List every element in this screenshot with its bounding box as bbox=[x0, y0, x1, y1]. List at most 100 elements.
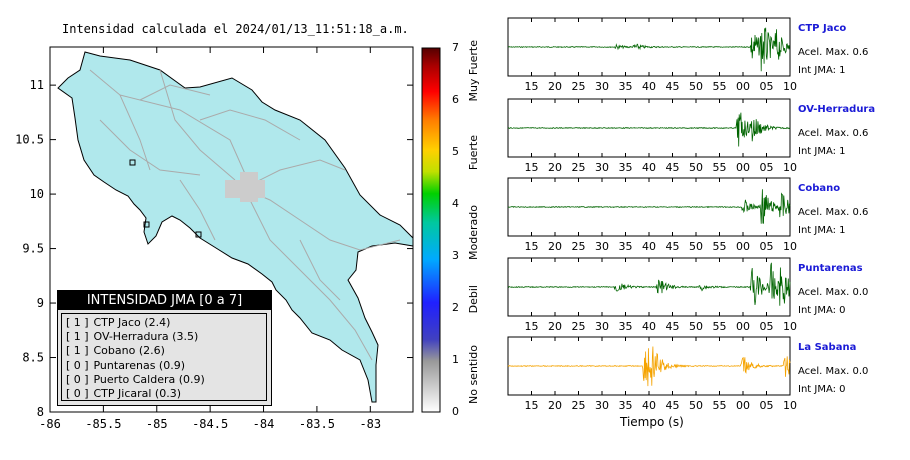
legend-entry-level: [ 1 ] bbox=[66, 344, 89, 358]
colorbar-tick-label: 6 bbox=[452, 93, 459, 106]
station-max-acceleration: Acel. Max. 0.0 bbox=[798, 366, 869, 377]
waveform-x-tick-label: 10 bbox=[783, 161, 797, 174]
station-name: CTP Jaco bbox=[798, 23, 847, 34]
waveform-trace bbox=[507, 346, 791, 387]
waveform-x-tick-label: 40 bbox=[642, 320, 656, 333]
waveform-x-tick-label: 25 bbox=[572, 80, 586, 93]
waveform-x-tick-label: 50 bbox=[689, 80, 703, 93]
waveform-x-tick-label: 10 bbox=[783, 399, 797, 412]
waveform-x-tick-label: 45 bbox=[666, 161, 680, 174]
station-name: Puntarenas bbox=[798, 263, 863, 274]
waveform-trace bbox=[508, 27, 791, 72]
waveform-x-tick-label: 20 bbox=[548, 240, 562, 253]
map-y-tick-label: 11 bbox=[30, 78, 44, 92]
waveform-x-tick-label: 45 bbox=[666, 399, 680, 412]
waveform-x-tick-label: 50 bbox=[689, 399, 703, 412]
waveform-x-tick-label: 35 bbox=[619, 80, 633, 93]
station-name: La Sabana bbox=[798, 342, 857, 353]
waveform-x-tick-label: 55 bbox=[713, 161, 727, 174]
legend-title: INTENSIDAD JMA [0 a 7] bbox=[58, 291, 271, 310]
map-y-tick-label: 10.5 bbox=[15, 133, 44, 147]
waveform-x-tick-label: 25 bbox=[572, 320, 586, 333]
waveform-x-tick-label: 50 bbox=[689, 320, 703, 333]
waveform-x-tick-label: 35 bbox=[619, 161, 633, 174]
station-jma-intensity: Int JMA: 0 bbox=[798, 305, 846, 316]
map-x-tick-label: -85 bbox=[146, 417, 168, 431]
waveform-x-tick-label: 05 bbox=[760, 240, 774, 253]
waveform-x-tick-label: 45 bbox=[666, 240, 680, 253]
waveform-x-tick-label: 35 bbox=[619, 240, 633, 253]
map-station-markers bbox=[129, 159, 202, 238]
legend-entry-level: [ 1 ] bbox=[66, 330, 89, 344]
waveform-x-tick-label: 55 bbox=[713, 240, 727, 253]
waveform-x-tick-label: 00 bbox=[736, 161, 750, 174]
waveform-x-tick-label: 40 bbox=[642, 399, 656, 412]
waveform-x-tick-label: 25 bbox=[572, 240, 586, 253]
waveform-x-tick-label: 30 bbox=[595, 240, 609, 253]
waveform-x-tick-label: 35 bbox=[619, 399, 633, 412]
legend-entry-label: CTP Jicaral (0.3) bbox=[90, 387, 182, 401]
map-y-tick-label: 8 bbox=[37, 405, 44, 419]
station-jma-intensity: Int JMA: 1 bbox=[798, 146, 846, 157]
waveform-x-tick-label: 15 bbox=[525, 161, 539, 174]
scale-category-no-sentido: No sentido bbox=[467, 345, 480, 405]
map-x-tick-label: -84 bbox=[253, 417, 275, 431]
waveform-x-tick-label: 00 bbox=[736, 320, 750, 333]
waveform-x-tick-label: 20 bbox=[548, 161, 562, 174]
colorbar-tick-label: 2 bbox=[452, 301, 459, 314]
legend-entry-level: [ 1 ] bbox=[66, 316, 89, 329]
waveform-x-tick-label: 05 bbox=[760, 80, 774, 93]
waveform-x-tick-label: 40 bbox=[642, 161, 656, 174]
waveform-x-tick-label: 05 bbox=[760, 320, 774, 333]
legend-entry: [ 0 ] CTP Jicaral (0.3) bbox=[66, 387, 262, 401]
waveform-trace bbox=[508, 112, 791, 147]
waveform-x-tick-label: 30 bbox=[595, 320, 609, 333]
waveform-x-tick-label: 30 bbox=[595, 80, 609, 93]
legend-entry-label: CTP Jaco (2.4) bbox=[90, 316, 171, 329]
colorbar-tick-label: 0 bbox=[452, 405, 459, 418]
waveform-x-tick-label: 50 bbox=[689, 240, 703, 253]
legend-entry-label: Cobano (2.6) bbox=[90, 344, 165, 358]
station-max-acceleration: Acel. Max. 0.6 bbox=[798, 128, 869, 139]
map-y-axis: 8 8.5 9 9.5 10 10.5 11 bbox=[15, 78, 413, 419]
station-name: Cobano bbox=[798, 183, 841, 194]
waveform-x-tick-label: 30 bbox=[595, 161, 609, 174]
station-max-acceleration: Acel. Max. 0.6 bbox=[798, 207, 869, 218]
legend-entry-level: [ 0 ] bbox=[66, 372, 89, 386]
legend-entry: [ 1 ] Cobano (2.6) bbox=[66, 344, 262, 358]
waveform-x-tick-label: 50 bbox=[689, 161, 703, 174]
waveform-x-tick-label: 25 bbox=[572, 161, 586, 174]
station-jma-intensity: Int JMA: 1 bbox=[798, 65, 846, 76]
colorbar-tick-label: 4 bbox=[452, 197, 459, 210]
legend-entry-level: [ 0 ] bbox=[66, 358, 89, 372]
legend-entry-label: Puntarenas (0.9) bbox=[90, 358, 185, 372]
map-x-tick-label: -85.5 bbox=[85, 417, 121, 431]
station-max-acceleration: Acel. Max. 0.0 bbox=[798, 287, 869, 298]
station-max-acceleration: Acel. Max. 0.6 bbox=[798, 47, 869, 58]
colorbar-tick-label: 5 bbox=[452, 145, 459, 158]
intensity-colorbar bbox=[421, 47, 441, 413]
legend-entry-label: Puerto Caldera (0.9) bbox=[90, 372, 205, 386]
waveform-x-tick-label: 55 bbox=[713, 320, 727, 333]
waveform-x-tick-label: 40 bbox=[642, 240, 656, 253]
station-name: OV-Herradura bbox=[798, 104, 876, 115]
map-x-tick-label: -86 bbox=[39, 417, 61, 431]
map-y-tick-label: 10 bbox=[30, 187, 44, 201]
colorbar-tick-label: 3 bbox=[452, 249, 459, 262]
waveform-x-label: Tiempo (s) bbox=[620, 415, 684, 429]
waveform-trace bbox=[507, 189, 791, 224]
waveform-x-tick-label: 30 bbox=[595, 399, 609, 412]
waveform-x-tick-label: 35 bbox=[619, 320, 633, 333]
waveform-trace bbox=[507, 262, 791, 306]
waveform-x-tick-label: 25 bbox=[572, 399, 586, 412]
waveform-x-tick-label: 40 bbox=[642, 80, 656, 93]
scale-category-muy-fuerte: Muy Fuerte bbox=[467, 40, 480, 102]
map-x-tick-label: -83.5 bbox=[299, 417, 335, 431]
waveform-x-tick-label: 00 bbox=[736, 399, 750, 412]
waveform-x-tick-label: 20 bbox=[548, 80, 562, 93]
map-city-cluster bbox=[225, 172, 265, 202]
waveform-x-tick-label: 55 bbox=[713, 80, 727, 93]
waveform-x-tick-label: 00 bbox=[736, 240, 750, 253]
map-title: Intensidad calculada el 2024/01/13_11:51… bbox=[62, 22, 409, 36]
